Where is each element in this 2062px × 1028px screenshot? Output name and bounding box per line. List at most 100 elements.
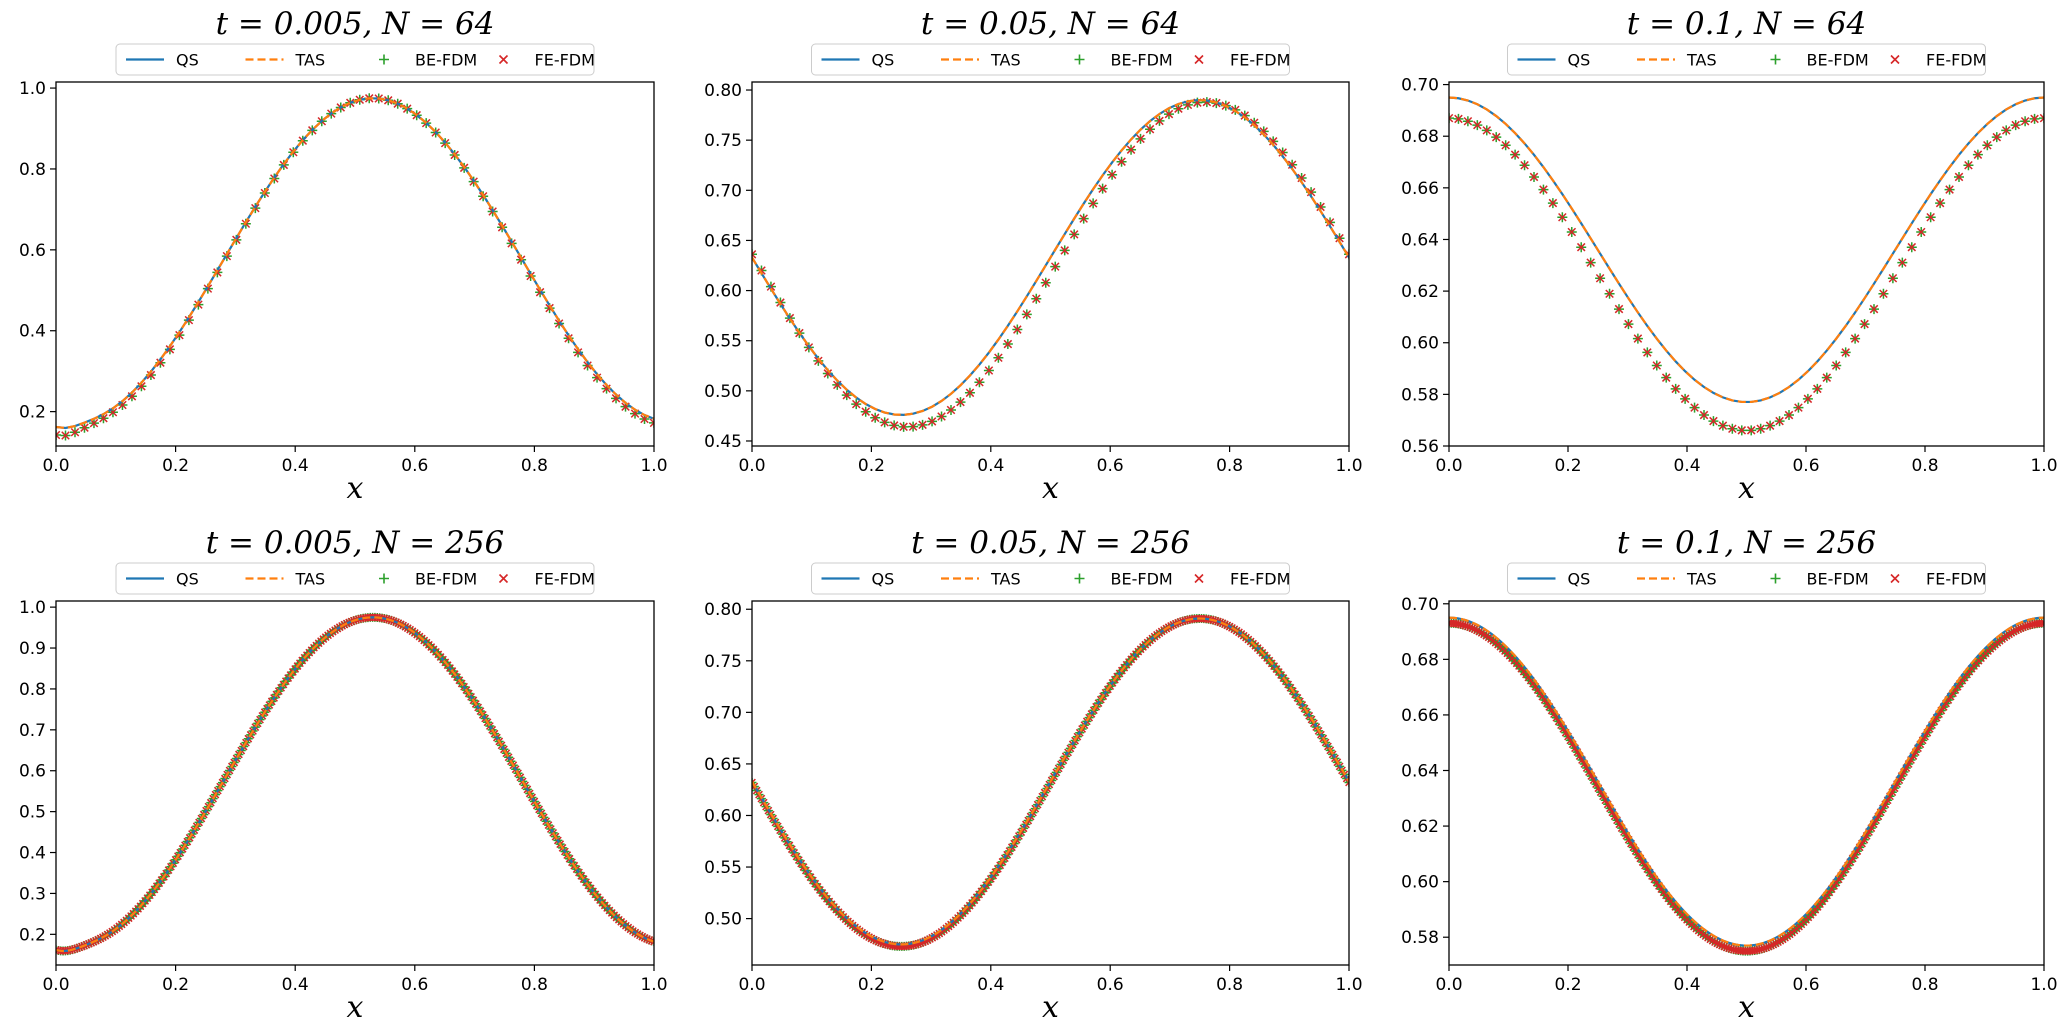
- legend-box: [811, 562, 1290, 595]
- series-line-tas: [752, 617, 1349, 946]
- marker-fe-fdm: [1466, 623, 1474, 632]
- legend-label: QS: [176, 570, 199, 589]
- x-tick-label: 0.2: [162, 456, 189, 476]
- chart-title: t = 0.005, N = 64: [216, 6, 495, 42]
- marker-fe-fdm: [899, 422, 908, 432]
- marker-fe-fdm: [1259, 127, 1268, 136]
- y-tick-label: 0.4: [19, 322, 46, 342]
- marker-fe-fdm: [1718, 941, 1726, 950]
- marker-fe-fdm: [2020, 116, 2030, 126]
- legend-label: FE-FDM: [1926, 51, 1986, 70]
- marker-fe-fdm: [1945, 185, 1954, 194]
- marker-fe-fdm: [1510, 150, 1520, 159]
- y-tick-label: 0.65: [704, 231, 742, 251]
- x-tick-label: 1.0: [2030, 456, 2057, 476]
- marker-fe-fdm: [1831, 361, 1841, 370]
- x-tick-label: 0.0: [42, 975, 69, 995]
- legend: QS TAS BE-FDM FE-FDM: [115, 43, 595, 76]
- x-tick-label: 0.4: [1673, 975, 1700, 995]
- legend-marker-fe-fdm: [1194, 54, 1204, 65]
- marker-fe-fdm: [1841, 348, 1850, 357]
- legend-label: QS: [1568, 51, 1591, 70]
- x-tick-label: 0.8: [1911, 456, 1938, 476]
- marker-fe-fdm: [2039, 113, 2044, 123]
- marker-fe-fdm: [1605, 289, 1614, 299]
- marker-fe-fdm: [146, 370, 156, 380]
- x-tick-label: 1.0: [2030, 975, 2057, 995]
- marker-fe-fdm: [918, 420, 927, 430]
- marker-fe-fdm: [965, 388, 975, 398]
- marker-fe-fdm: [1624, 319, 1633, 329]
- marker-fe-fdm: [1463, 116, 1473, 126]
- legend-label: TAS: [1686, 51, 1717, 70]
- marker-fe-fdm: [880, 418, 889, 427]
- legend-label: TAS: [295, 570, 326, 589]
- x-tick-label: 0.6: [401, 456, 428, 476]
- plot-area: [1449, 616, 2044, 956]
- series-line-qs: [1449, 616, 2044, 947]
- x-tick-label: 1.0: [1335, 456, 1362, 476]
- marker-fe-fdm: [1050, 262, 1060, 271]
- legend-label: FE-FDM: [1926, 570, 1986, 589]
- x-tick-label: 0.2: [162, 975, 189, 995]
- y-tick-label: 0.50: [704, 382, 742, 402]
- marker-fe-fdm: [1126, 145, 1136, 154]
- y-tick-label: 0.80: [704, 81, 742, 101]
- x-tick-label: 1.0: [640, 456, 667, 476]
- marker-fe-fdm: [956, 397, 965, 407]
- marker-fe-fdm: [573, 348, 583, 357]
- legend-label: FE-FDM: [535, 570, 595, 589]
- marker-fe-fdm: [1548, 198, 1558, 208]
- y-tick-label: 0.6: [19, 762, 46, 782]
- axes-frame: [751, 81, 1350, 447]
- marker-fe-fdm: [1473, 120, 1482, 130]
- chart-panel-6: t = 0.1, N = 256 0.0 0.2 0.4 0.6 0.8 1.0 0.58 0.…: [1401, 525, 2057, 1025]
- marker-fe-fdm: [1060, 246, 1069, 255]
- marker-fe-fdm: [1022, 310, 1032, 319]
- marker-fe-fdm: [1898, 258, 1907, 267]
- marker-fe-fdm: [1869, 304, 1879, 314]
- x-tick-label: 0.0: [1435, 975, 1462, 995]
- marker-fe-fdm: [1155, 116, 1164, 126]
- marker-fe-fdm: [1003, 339, 1013, 349]
- legend-marker-be-fdm: [1074, 54, 1085, 65]
- chart-panel-2: t = 0.05, N = 64 0.0 0.2 0.4 0.6 0.8 1.0 0.45 0.…: [704, 6, 1362, 506]
- y-tick-label: 0.58: [1401, 928, 1439, 948]
- marker-fe-fdm: [2014, 625, 2023, 634]
- marker-fe-fdm: [1907, 242, 1917, 252]
- marker-fe-fdm: [1661, 373, 1671, 382]
- marker-fe-fdm: [927, 417, 937, 426]
- marker-fe-fdm: [2021, 622, 2030, 631]
- legend-marker-fe-fdm: [1890, 573, 1900, 584]
- marker-fe-fdm: [1032, 294, 1041, 304]
- legend-label: FE-FDM: [535, 51, 595, 70]
- legend-label: FE-FDM: [1230, 51, 1290, 70]
- y-tick-label: 1.0: [19, 79, 46, 99]
- marker-fe-fdm: [1145, 124, 1155, 134]
- y-tick-label: 0.80: [704, 600, 742, 620]
- marker-fe-fdm: [1775, 416, 1784, 426]
- marker-fe-fdm: [2011, 120, 2020, 130]
- axes-frame: [55, 600, 655, 966]
- marker-be-fdm: [649, 417, 654, 428]
- legend-label: TAS: [990, 51, 1021, 70]
- legend-marker-fe-fdm: [1890, 54, 1900, 65]
- marker-fe-fdm: [80, 423, 89, 432]
- y-tick-label: 0.66: [1401, 706, 1439, 726]
- marker-fe-fdm: [1013, 325, 1022, 334]
- y-tick-label: 0.75: [704, 652, 742, 672]
- y-tick-label: 0.68: [1401, 650, 1439, 670]
- x-tick-label: 0.8: [1911, 975, 1938, 995]
- legend-box: [1507, 43, 1986, 76]
- legend-marker-be-fdm: [1770, 54, 1781, 65]
- y-tick-label: 0.8: [19, 160, 46, 180]
- marker-fe-fdm: [1737, 426, 1747, 435]
- x-axis-label: x: [1042, 990, 1059, 1025]
- chart-title: t = 0.005, N = 256: [206, 525, 505, 561]
- y-tick-label: 0.65: [704, 755, 742, 775]
- plot-area: [56, 93, 654, 441]
- chart-title: t = 0.1, N = 64: [1627, 6, 1866, 42]
- y-tick-label: 0.6: [19, 241, 46, 261]
- marker-fe-fdm: [1992, 132, 2002, 142]
